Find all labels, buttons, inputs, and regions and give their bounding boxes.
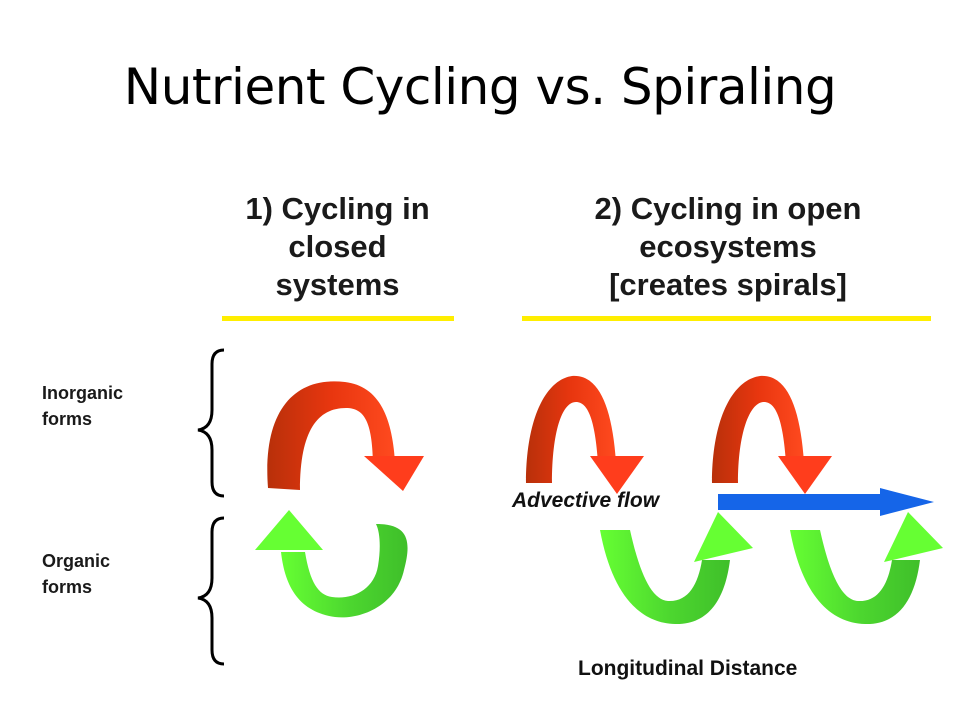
advective-flow-label: Advective flow — [512, 489, 660, 512]
inorganic-forms-label: Inorganic forms — [42, 380, 123, 432]
organic-forms-label: Organic forms — [42, 548, 110, 600]
slide-title: Nutrient Cycling vs. Spiraling — [123, 58, 837, 116]
open-red-arrow-2 — [712, 375, 832, 494]
closed-heading-line1: 1) Cycling in — [245, 191, 430, 226]
closed-red-arrow — [267, 381, 424, 491]
inorganic-label-line2: forms — [42, 409, 93, 429]
closed-heading-line3: systems — [275, 267, 400, 302]
open-green-arrow-2 — [790, 512, 943, 625]
open-green-arrow-1 — [600, 512, 753, 625]
inorganic-label-line1: Inorganic — [42, 383, 124, 403]
open-heading-underline — [522, 316, 931, 321]
closed-systems-heading: 1) Cycling in closed systems — [210, 190, 465, 304]
organic-brace — [197, 516, 225, 666]
organic-label-line1: Organic — [42, 551, 111, 571]
open-red-arrow-1 — [526, 375, 644, 494]
open-ecosystems-heading: 2) Cycling in open ecosystems [creates s… — [518, 190, 938, 304]
advective-flow-arrow — [718, 488, 934, 516]
open-heading-line3: [creates spirals] — [609, 267, 847, 302]
organic-label-line2: forms — [42, 577, 93, 597]
closed-green-arrow — [255, 510, 408, 618]
open-heading-line2: ecosystems — [639, 229, 817, 264]
inorganic-brace — [197, 348, 225, 498]
open-heading-line1: 2) Cycling in open — [594, 191, 862, 226]
longitudinal-distance-label: Longitudinal Distance — [578, 657, 798, 680]
closed-heading-underline — [222, 316, 454, 321]
closed-heading-line2: closed — [288, 229, 387, 264]
